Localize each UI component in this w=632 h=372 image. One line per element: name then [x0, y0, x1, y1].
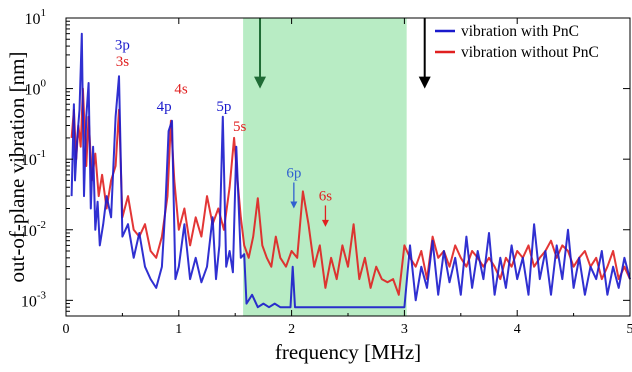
peak-arrow-head-6s	[321, 219, 329, 227]
y-tick-label: 10-2	[21, 219, 46, 240]
legend: vibration with PnC vibration without PnC	[435, 23, 599, 61]
arrow-head-1	[254, 76, 267, 89]
peak-label-3p: 3p	[115, 37, 130, 53]
tick-layer: 0 1 2 3 4 5 101 100 10-1 10-2 10-3	[21, 7, 632, 337]
y-tick-label: 10-3	[21, 289, 47, 310]
peak-label-3s: 3s	[116, 54, 130, 70]
series-line-1	[70, 32, 631, 309]
series-line-2	[70, 87, 631, 296]
x-tick-label: 1	[175, 322, 182, 337]
arrow-layer	[254, 18, 431, 89]
peak-arrow-head-6p	[290, 201, 298, 209]
x-tick-label: 3	[401, 322, 408, 337]
peak-label-5p: 5p	[216, 99, 231, 115]
legend-label-2: vibration without PnC	[461, 44, 599, 61]
peak-label-6s: 6s	[319, 188, 333, 204]
x-tick-label: 0	[63, 322, 70, 337]
x-tick-label: 2	[288, 322, 295, 337]
peak-label-6p: 6p	[286, 165, 301, 181]
y-axis-label: out-of-plane vibration [nm]	[5, 52, 29, 283]
peak-label-4p: 4p	[157, 99, 172, 115]
legend-label-1: vibration with PnC	[461, 23, 579, 40]
shaded-band-layer	[243, 18, 407, 316]
peak-label-4s: 4s	[174, 82, 188, 98]
peak-label-5s: 5s	[233, 119, 247, 135]
y-tick-label: 100	[25, 78, 47, 99]
y-tick-label: 101	[25, 7, 47, 28]
x-tick-label: 4	[514, 322, 521, 337]
series-layer	[70, 32, 631, 309]
y-tick-label: 10-1	[21, 148, 46, 169]
shaded-band	[243, 18, 407, 316]
x-axis-label: frequency [MHz]	[275, 340, 421, 364]
x-tick-label: 5	[627, 322, 632, 337]
arrow-head-2	[418, 76, 431, 89]
